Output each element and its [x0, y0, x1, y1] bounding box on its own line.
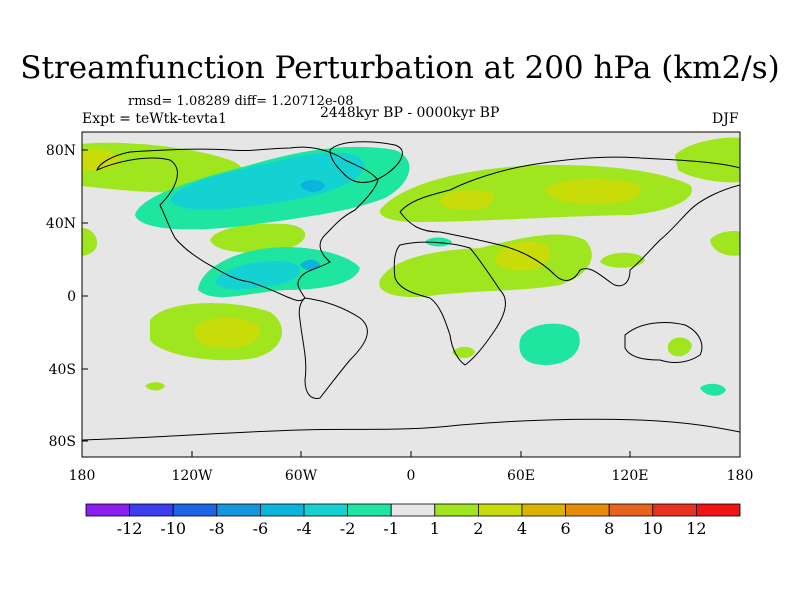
coast-south-america: [298, 297, 368, 399]
lon-tick-180w: 180: [69, 468, 96, 484]
lon-tick-60e: 60E: [507, 468, 535, 484]
coast-africa: [393, 241, 506, 366]
lon-tick-180e: 180: [727, 468, 754, 484]
lon-tick-120w: 120W: [171, 468, 213, 484]
anomaly-australia-positive: [668, 337, 692, 357]
colorbar-labels: -12 -10 -8 -6 -4 -2 -1 1 2 4 6 8 10 12: [117, 519, 707, 538]
colorbar-box: [390, 503, 436, 517]
colorbar-label: 4: [517, 519, 527, 538]
lon-tick-120e: 120E: [612, 468, 649, 484]
colorbar-box: [521, 503, 566, 517]
anomaly-arabia-strong: [495, 241, 550, 271]
colorbar-label: 2: [473, 519, 483, 538]
anomaly-dateline-positive: [710, 230, 740, 256]
lon-tick-0: 0: [407, 468, 416, 484]
colorbar-boxes: [85, 503, 741, 517]
lat-tick-80s: 80S: [49, 434, 76, 450]
colorbar-box: [477, 503, 523, 517]
colorbar-label: -4: [296, 519, 312, 538]
anomaly-west-edge-positive: [82, 228, 98, 256]
anomaly-arctic-east-positive: [675, 137, 740, 183]
coastlines: [82, 141, 740, 441]
colorbar-label: 10: [643, 519, 663, 538]
anomaly-europe-strong: [440, 190, 494, 210]
coast-greenland: [329, 141, 403, 183]
colorbar-label: 8: [604, 519, 614, 538]
anomaly-south-indian-negative: [519, 323, 580, 365]
anomaly-west-pacific-negative: [700, 383, 726, 396]
coast-antarctica: [82, 418, 740, 441]
colorbar-box: [129, 503, 174, 517]
coast-north-america: [96, 146, 379, 302]
anomaly-siberia-strong: [545, 178, 642, 204]
colorbar-box: [696, 503, 741, 517]
colorbar-label: -6: [253, 519, 269, 538]
colorbar-box: [303, 503, 348, 517]
anomaly-south-atlantic-positive: [452, 346, 475, 358]
colorbar-label: -12: [117, 519, 143, 538]
anomaly-south-pacific-west-positive: [145, 382, 165, 391]
anomaly-south-pacific-strong: [194, 317, 261, 348]
colorbar-box: [608, 503, 654, 517]
colorbar-box: [172, 503, 218, 517]
colorbar-label: -10: [160, 519, 186, 538]
anomaly-mediterranean-negative: [425, 237, 452, 247]
lon-tick-60w: 60W: [285, 468, 318, 484]
colorbar-label: 6: [561, 519, 571, 538]
colorbar-label: 1: [430, 519, 440, 538]
colorbar-label: -8: [209, 519, 225, 538]
anomaly-central-america-strong-negative: [215, 261, 301, 290]
colorbar-box: [434, 503, 479, 517]
anomaly-east-asia-positive: [600, 252, 645, 268]
lat-tick-80n: 80N: [46, 143, 76, 159]
colorbar-box: [216, 503, 261, 517]
lat-tick-40s: 40S: [49, 362, 76, 378]
lat-tick-40n: 40N: [46, 216, 76, 232]
anomaly-hudson-strong-negative: [300, 179, 325, 192]
anomaly-canada-strong-negative: [170, 152, 365, 210]
coast-australia: [624, 321, 703, 363]
rmsd-diff-text: rmsd= 1.08289 diff= 1.20712e-08: [128, 94, 354, 109]
colorbar-label: -1: [383, 519, 399, 538]
anomaly-gulf-positive: [210, 223, 306, 253]
experiment-label: Expt = teWtk-tevta1: [82, 111, 227, 127]
colorbar-box: [565, 503, 610, 517]
colorbar-label: 12: [686, 519, 706, 538]
anomaly-field: [82, 137, 740, 396]
colorbar-box: [347, 503, 392, 517]
lon-axis: 180 120W 60W 0 60E 120E 180: [69, 451, 754, 484]
season-label: DJF: [712, 111, 739, 127]
period-label: 2448kyr BP - 0000kyr BP: [320, 105, 500, 121]
coast-eurasia: [399, 156, 740, 287]
colorbar-label: -2: [340, 519, 356, 538]
lat-axis: 80N 40N 0 40S 80S: [46, 143, 88, 450]
chart-title: Streamfunction Perturbation at 200 hPa (…: [20, 50, 780, 86]
colorbar-box: [652, 503, 697, 517]
colorbar-box: [85, 503, 130, 517]
lat-tick-0: 0: [67, 289, 76, 305]
anomaly-tropics-strong-negative: [300, 259, 320, 271]
colorbar-box: [259, 503, 305, 517]
